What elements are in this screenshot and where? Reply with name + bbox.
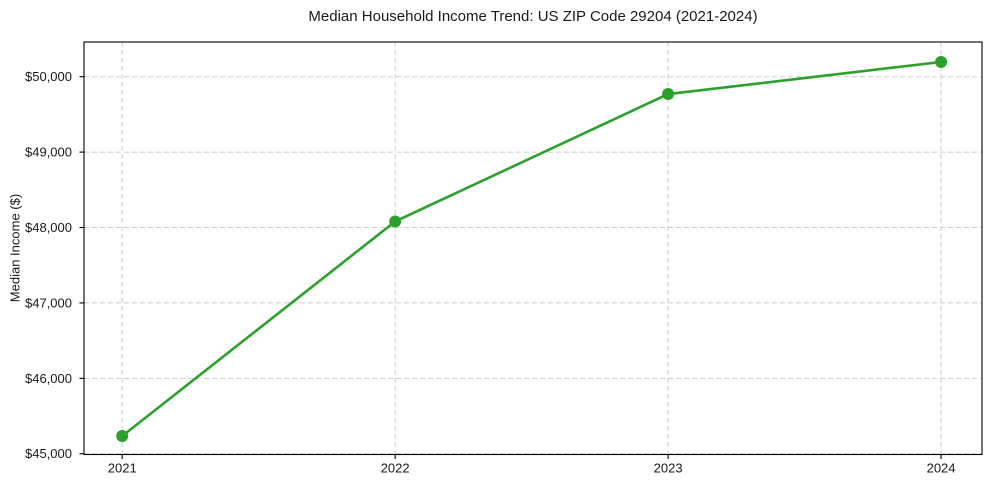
plot-border xyxy=(83,41,983,456)
y-tick-label: $50,000 xyxy=(25,69,72,84)
y-tick-label: $46,000 xyxy=(25,371,72,386)
data-point-marker xyxy=(116,430,129,443)
y-tick-label: $47,000 xyxy=(25,295,72,310)
data-point-marker xyxy=(389,215,402,228)
y-tick-label: $49,000 xyxy=(25,145,72,160)
chart-title: Median Household Income Trend: US ZIP Co… xyxy=(308,8,758,25)
x-tick-label: 2023 xyxy=(654,461,683,476)
y-tick-label: $48,000 xyxy=(25,220,72,235)
trend-line xyxy=(120,60,943,438)
data-point-marker xyxy=(935,55,948,68)
x-tick-label: 2024 xyxy=(927,461,956,476)
y-tick-label: $45,000 xyxy=(25,446,72,461)
x-tick-label: 2022 xyxy=(381,461,410,476)
data-point-marker xyxy=(662,88,675,101)
x-tick-label: 2021 xyxy=(108,461,137,476)
